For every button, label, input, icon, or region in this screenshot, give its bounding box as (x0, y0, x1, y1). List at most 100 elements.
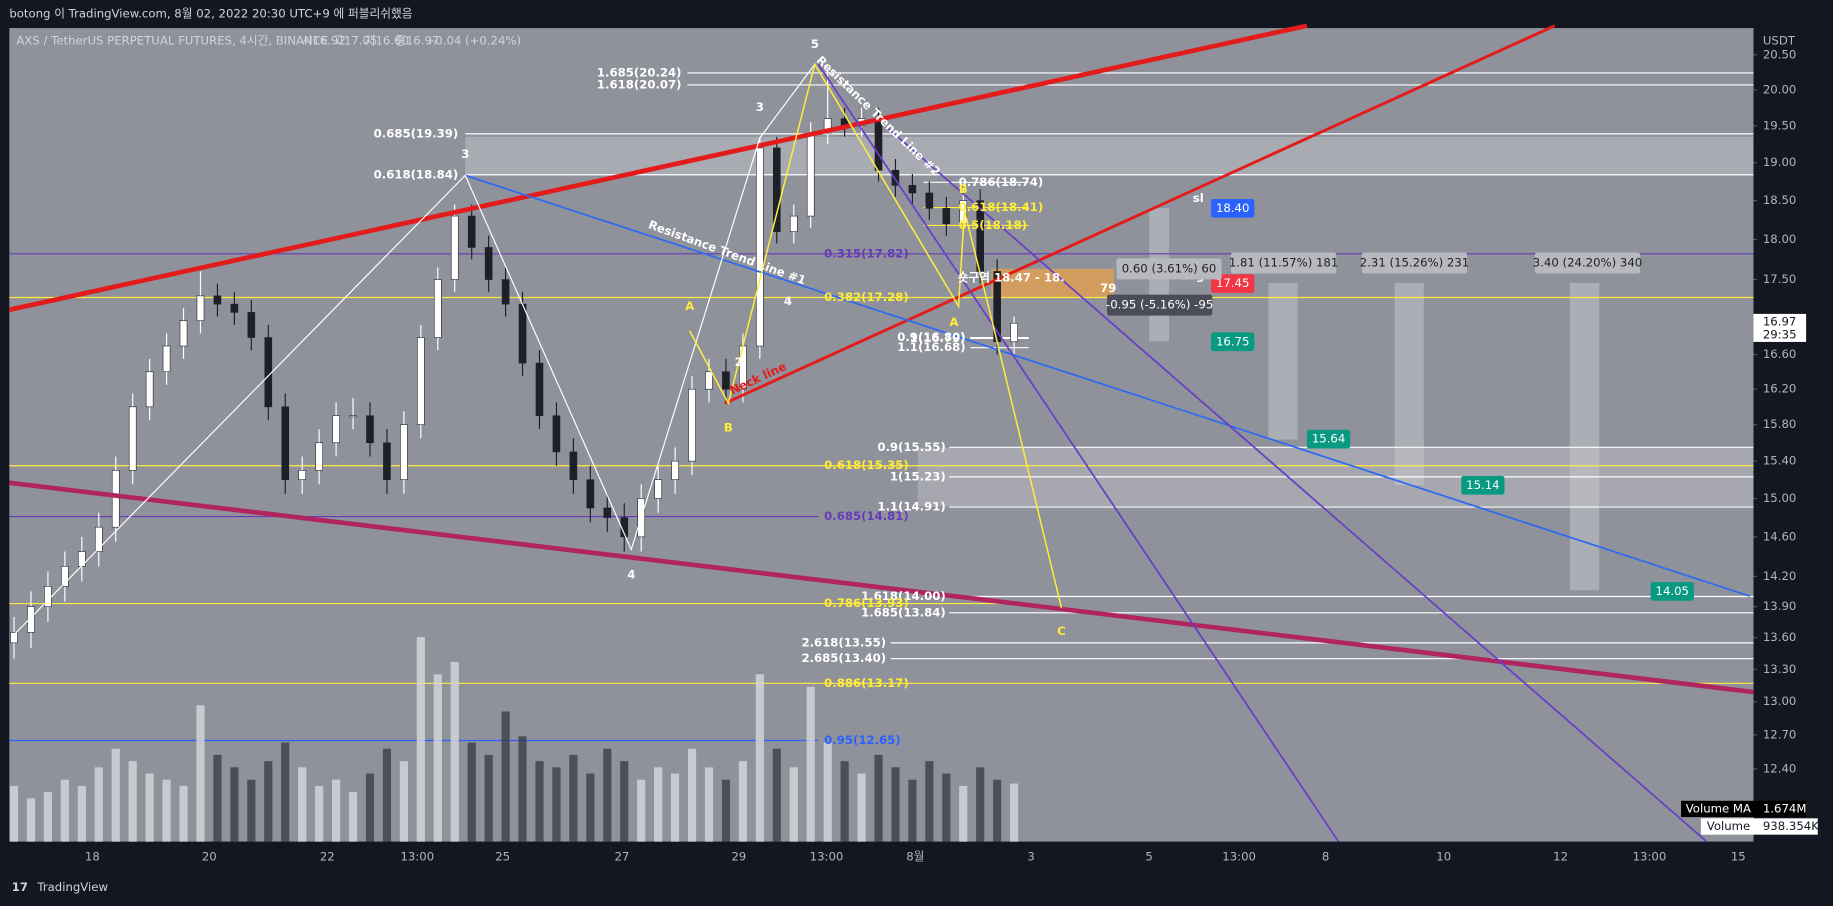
fib-label: 0.685(14.81) (824, 509, 909, 523)
y-tick-label: 20.50 (1763, 47, 1796, 61)
position-label-box (1107, 294, 1213, 316)
fib-label: 0.786(18.74) (959, 175, 1044, 189)
candle-body (773, 147, 781, 232)
candle-body (908, 185, 917, 194)
y-tick-label: 13.30 (1763, 662, 1796, 676)
volume-bar (365, 773, 375, 842)
time-axis (9, 841, 1833, 871)
y-tick-label: 20.00 (1763, 82, 1796, 96)
volume-bar (145, 773, 154, 842)
candle-body (332, 415, 340, 444)
volume-bar (772, 748, 781, 842)
candle-body (925, 192, 934, 209)
x-tick-label: 29 (731, 849, 746, 863)
last-price: 16.97 (1763, 315, 1796, 329)
fib-label: 0.618(15.35) (824, 458, 909, 472)
candle-body (400, 424, 408, 480)
position-label: 2.31 (15.26%) 231 (1360, 256, 1469, 270)
ohlc-value: 종16.97 (395, 33, 439, 47)
candle-body (10, 632, 18, 644)
logo-mark: 17 (12, 880, 28, 894)
candle-body (247, 312, 256, 338)
position-label-box (1534, 252, 1641, 274)
candle-body (722, 371, 730, 390)
fib-label: 0.786(13.93) (824, 596, 909, 610)
trend-line (887, 127, 1708, 843)
price-tag (1650, 582, 1694, 601)
volume-bar (840, 761, 849, 842)
volume-bar (925, 761, 934, 842)
price-tag (1211, 274, 1255, 293)
volume-ma-box (1681, 800, 1807, 818)
x-tick-label: 18 (85, 849, 100, 863)
candle-body (281, 406, 290, 480)
candle-body (603, 507, 612, 518)
volume-bar (77, 785, 86, 842)
annotation: B (959, 182, 968, 196)
candle-body (586, 479, 595, 509)
price-tag (1211, 198, 1255, 218)
last-price-box (1753, 313, 1807, 342)
y-tick-label: 14.20 (1763, 569, 1796, 583)
price-tag-label: 14.05 (1656, 584, 1689, 598)
candle-body (518, 303, 527, 364)
annotation: 79 (1100, 281, 1116, 295)
y-tick-label: 13.90 (1763, 599, 1796, 613)
volume-bar (1010, 783, 1019, 842)
volume-bar (857, 773, 866, 842)
y-tick-label: 14.60 (1763, 529, 1796, 543)
annotation: B (724, 420, 733, 434)
candle-body (823, 118, 832, 134)
annotation: 3 (756, 100, 764, 114)
volume-bar (179, 785, 188, 842)
fib-label: 0.5(18.18) (959, 218, 1027, 232)
fib-label: 0.9(16.80) (897, 330, 965, 344)
volume-bar (552, 767, 561, 842)
x-tick-label: 8월 (906, 849, 924, 863)
annotation: 5 (811, 37, 819, 51)
volume-bar (43, 792, 53, 842)
volume-bar (738, 761, 747, 842)
publish-info: botong 이 TradingView.com, 8월 02, 2022 20… (9, 7, 412, 21)
unit: USDT (1763, 33, 1796, 47)
annotation: C (1057, 624, 1066, 638)
volume-bar (721, 779, 731, 842)
fib-label: 1(15.23) (890, 469, 946, 483)
abc-pattern (689, 62, 1063, 609)
resistance-line-1 (464, 174, 1751, 598)
position-label: 3.40 (24.20%) 340 (1533, 256, 1642, 270)
volume-bar (535, 761, 544, 842)
volume-bar (281, 742, 290, 842)
y-tick-label: 12.70 (1763, 727, 1796, 741)
y-tick-label: 19.00 (1763, 155, 1796, 169)
y-tick-label: 13.00 (1763, 694, 1796, 708)
volume-bar (755, 674, 764, 842)
volume-bar (789, 767, 798, 842)
volume-bar (993, 779, 1002, 842)
volume-bar (331, 779, 341, 842)
candle-body (179, 320, 188, 347)
x-tick-label: 13:00 (1222, 849, 1256, 863)
ohlc-value: 시16.92 (302, 33, 346, 47)
volume-bar (9, 785, 19, 842)
volume-bar (823, 742, 832, 842)
y-tick-label: 16.60 (1763, 347, 1796, 361)
volume-bar (128, 761, 137, 842)
fib-label: 1.685(20.24) (597, 65, 682, 79)
candle-body (789, 215, 798, 232)
volume-bar (111, 748, 120, 842)
y-tick-label: 16.20 (1763, 382, 1796, 396)
fib-label: 0.618(18.84) (374, 167, 459, 181)
marks (10, 68, 1018, 659)
fib-label: 1.1(14.91) (877, 500, 945, 514)
candle-body (366, 415, 374, 444)
volume-bar (959, 785, 968, 842)
resistance-line-2 (817, 63, 1340, 843)
candle-body (298, 470, 306, 480)
x-tick-label: 15 (1731, 849, 1746, 863)
candle-body (94, 526, 103, 552)
y-tick-label: 15.80 (1763, 417, 1796, 431)
volume-bar (162, 779, 171, 842)
position-label-box (1116, 258, 1222, 280)
candle-body (44, 586, 52, 607)
